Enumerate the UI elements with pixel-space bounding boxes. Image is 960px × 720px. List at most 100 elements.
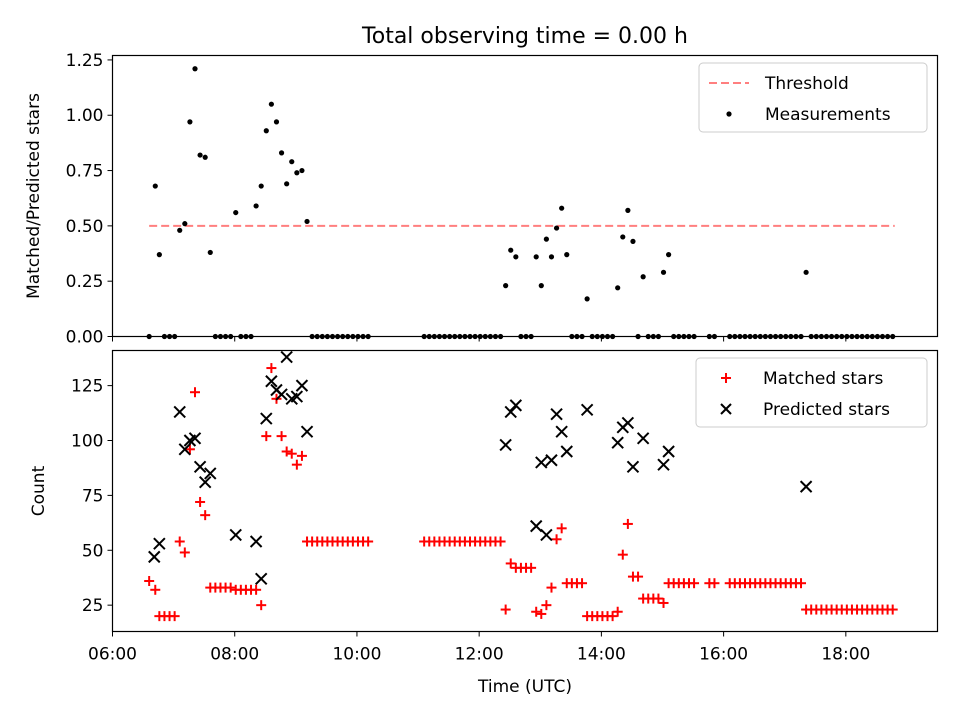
predicted-point-b xyxy=(799,480,813,493)
matched-point xyxy=(531,606,542,617)
measurement-point xyxy=(533,254,539,260)
measurement-point xyxy=(314,333,320,340)
measurement-point xyxy=(635,333,641,340)
count-y-axis-label: Count xyxy=(29,465,49,516)
count-legend-box xyxy=(695,357,928,428)
ratio-legend-box xyxy=(698,62,928,133)
measurement-point xyxy=(691,333,697,340)
measurement-point xyxy=(818,333,824,340)
measurement-point xyxy=(686,333,692,340)
measurement-point xyxy=(528,333,534,340)
matched-point xyxy=(546,582,557,593)
predicted-point xyxy=(178,443,192,456)
matched-point xyxy=(251,584,262,595)
ratio-y-tick-label: 1.00 xyxy=(66,106,104,126)
measurement-point xyxy=(640,274,646,280)
count-marks xyxy=(144,350,898,622)
measurement-point xyxy=(238,333,244,340)
measurement-point xyxy=(828,333,835,340)
measurement-point xyxy=(660,269,667,275)
predicted-point xyxy=(621,416,635,430)
measurement-point xyxy=(462,333,468,340)
ratio-legend: Threshold Measurements xyxy=(698,62,928,133)
matched-point xyxy=(169,611,180,622)
predicted-point-b xyxy=(173,405,186,419)
ratio-y-axis-label: Matched/Predicted stars xyxy=(24,93,44,299)
measurement-point xyxy=(177,227,183,233)
predicted-point-b xyxy=(657,458,670,471)
x-tick-label: 08:00 xyxy=(210,645,259,665)
ratio-y-tick-label: 0.25 xyxy=(66,272,104,292)
measurement-point xyxy=(813,333,819,340)
predicted-point xyxy=(545,454,558,467)
measurement-point xyxy=(604,333,611,340)
predicted-point-b xyxy=(611,436,624,449)
predicted-point xyxy=(254,572,268,586)
measurement-point xyxy=(452,333,458,340)
measurement-point xyxy=(187,119,193,125)
measurement-point xyxy=(248,333,254,340)
measurement-point xyxy=(436,333,443,340)
measurement-point xyxy=(182,221,188,227)
matched-point xyxy=(281,446,292,457)
matched-point xyxy=(495,536,506,547)
measurement-point xyxy=(569,333,575,340)
count-plot-frame xyxy=(111,349,939,633)
predicted-point-b xyxy=(193,460,207,474)
measurement-point xyxy=(217,333,224,340)
measurement-point xyxy=(497,333,504,340)
measurement-point xyxy=(329,333,336,340)
predicted-point-b xyxy=(504,405,517,419)
measurement-point xyxy=(146,333,152,340)
ratio-y-tick-label: 0.00 xyxy=(66,328,104,348)
count-y-tick-label: 50 xyxy=(82,541,104,561)
predicted-point-b xyxy=(249,535,263,548)
measurement-point xyxy=(874,333,881,340)
predicted-point-b xyxy=(229,528,242,542)
predicted-point xyxy=(657,458,670,471)
measurement-point xyxy=(212,333,218,340)
predicted-point xyxy=(229,528,242,542)
measurement-point xyxy=(615,285,621,291)
measurement-point xyxy=(609,333,616,340)
predicted-point xyxy=(504,405,517,419)
measurement-point xyxy=(630,238,636,244)
predicted-point xyxy=(555,425,568,438)
measurement-point xyxy=(258,183,264,189)
predicted-point-b xyxy=(198,476,212,489)
ratio-y-tick-label: 0.50 xyxy=(66,217,104,237)
measurement-point xyxy=(854,333,860,340)
measurement-point xyxy=(803,269,809,275)
ratio-y-tick-label: 1.25 xyxy=(66,51,104,71)
matched-point xyxy=(607,611,618,622)
predicted-point xyxy=(580,403,594,416)
predicted-point-b xyxy=(509,399,523,412)
matched-point xyxy=(291,459,302,470)
predicted-point-b xyxy=(626,460,640,474)
predicted-point xyxy=(499,438,512,452)
predicted-point-b xyxy=(580,403,594,416)
count-panel: Count Time (UTC) 25 50 75 100 125 06:00 08:00 1… xyxy=(29,349,939,697)
predicted-point-b xyxy=(545,454,558,467)
predicted-point-b xyxy=(621,416,635,430)
measurement-point xyxy=(823,333,830,340)
measurement-point xyxy=(207,249,213,256)
measurement-point xyxy=(752,333,758,340)
measurement-point xyxy=(161,333,168,340)
measurement-point xyxy=(879,333,886,340)
matched-point xyxy=(261,431,272,442)
predicted-point xyxy=(193,460,207,474)
measurement-point xyxy=(441,333,448,340)
predicted-point xyxy=(509,399,523,412)
predicted-point xyxy=(153,537,166,550)
measurement-point xyxy=(447,333,453,340)
measurement-point xyxy=(711,333,718,340)
predicted-point-b xyxy=(260,412,273,425)
matched-point xyxy=(622,518,633,529)
measurement-point xyxy=(757,333,763,340)
count-axis-ticks: 25 50 75 100 125 06:00 08:00 10:00 12:00 14:00 16:… xyxy=(71,377,870,665)
matched-point xyxy=(296,450,307,461)
predicted-point-b xyxy=(148,550,161,564)
matched-point xyxy=(225,582,236,593)
measurement-point xyxy=(808,333,814,340)
